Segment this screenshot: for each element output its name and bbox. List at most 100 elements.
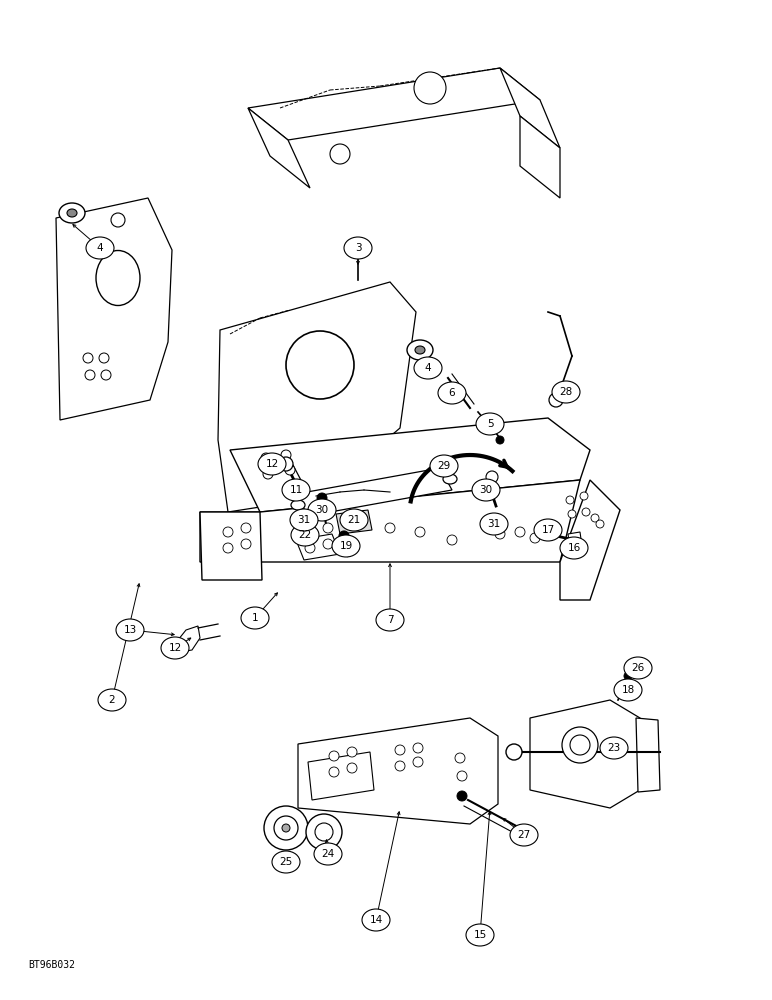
Ellipse shape bbox=[344, 237, 372, 259]
Polygon shape bbox=[336, 510, 372, 534]
Polygon shape bbox=[568, 532, 582, 548]
Circle shape bbox=[274, 816, 298, 840]
Circle shape bbox=[486, 471, 498, 483]
Circle shape bbox=[624, 672, 632, 680]
Polygon shape bbox=[218, 282, 416, 512]
Text: 14: 14 bbox=[369, 915, 383, 925]
Ellipse shape bbox=[96, 250, 140, 306]
Text: 31: 31 bbox=[487, 519, 500, 529]
Circle shape bbox=[323, 523, 333, 533]
Text: 28: 28 bbox=[560, 387, 573, 397]
Circle shape bbox=[305, 527, 315, 537]
Circle shape bbox=[447, 535, 457, 545]
Circle shape bbox=[395, 761, 405, 771]
Ellipse shape bbox=[414, 357, 442, 379]
Polygon shape bbox=[200, 512, 262, 580]
Circle shape bbox=[305, 543, 315, 553]
Ellipse shape bbox=[443, 474, 457, 484]
Text: 4: 4 bbox=[96, 243, 103, 253]
Ellipse shape bbox=[332, 535, 360, 557]
Polygon shape bbox=[230, 418, 590, 512]
Text: 2: 2 bbox=[109, 695, 115, 705]
Text: BT96B032: BT96B032 bbox=[28, 960, 75, 970]
Circle shape bbox=[515, 527, 525, 537]
Circle shape bbox=[241, 523, 251, 533]
Circle shape bbox=[281, 450, 291, 460]
Circle shape bbox=[591, 514, 599, 522]
Ellipse shape bbox=[290, 509, 318, 531]
Circle shape bbox=[99, 353, 109, 363]
Circle shape bbox=[111, 213, 125, 227]
Text: 30: 30 bbox=[479, 485, 493, 495]
Text: 24: 24 bbox=[321, 849, 334, 859]
Text: 16: 16 bbox=[567, 543, 581, 553]
Ellipse shape bbox=[282, 479, 310, 501]
Ellipse shape bbox=[415, 346, 425, 354]
Circle shape bbox=[85, 370, 95, 380]
Circle shape bbox=[285, 465, 295, 475]
Text: 7: 7 bbox=[387, 615, 393, 625]
Circle shape bbox=[261, 453, 271, 463]
Circle shape bbox=[223, 543, 233, 553]
Polygon shape bbox=[178, 626, 200, 652]
Text: 12: 12 bbox=[168, 643, 181, 653]
Polygon shape bbox=[560, 480, 620, 600]
Polygon shape bbox=[248, 68, 540, 140]
Ellipse shape bbox=[67, 209, 77, 217]
Circle shape bbox=[347, 747, 357, 757]
Circle shape bbox=[264, 806, 308, 850]
Text: 5: 5 bbox=[486, 419, 493, 429]
Circle shape bbox=[566, 496, 574, 504]
Text: 15: 15 bbox=[473, 930, 486, 940]
Circle shape bbox=[83, 353, 93, 363]
Text: 17: 17 bbox=[541, 525, 554, 535]
Text: 18: 18 bbox=[621, 685, 635, 695]
Ellipse shape bbox=[476, 413, 504, 435]
Polygon shape bbox=[248, 108, 310, 188]
Ellipse shape bbox=[86, 237, 114, 259]
Ellipse shape bbox=[438, 382, 466, 404]
Ellipse shape bbox=[98, 689, 126, 711]
Text: 6: 6 bbox=[449, 388, 455, 398]
Circle shape bbox=[415, 527, 425, 537]
Circle shape bbox=[101, 370, 111, 380]
Ellipse shape bbox=[308, 499, 336, 521]
Ellipse shape bbox=[314, 843, 342, 865]
Circle shape bbox=[315, 823, 333, 841]
Circle shape bbox=[329, 767, 339, 777]
Circle shape bbox=[339, 531, 349, 541]
Ellipse shape bbox=[510, 824, 538, 846]
Polygon shape bbox=[296, 534, 340, 560]
Ellipse shape bbox=[480, 513, 508, 535]
Circle shape bbox=[530, 533, 540, 543]
Ellipse shape bbox=[466, 924, 494, 946]
Circle shape bbox=[286, 331, 354, 399]
Text: 19: 19 bbox=[340, 541, 353, 551]
Polygon shape bbox=[296, 468, 452, 516]
Ellipse shape bbox=[430, 455, 458, 477]
Text: 21: 21 bbox=[347, 515, 361, 525]
Circle shape bbox=[496, 436, 504, 444]
Circle shape bbox=[580, 492, 588, 500]
Ellipse shape bbox=[291, 500, 305, 510]
Ellipse shape bbox=[407, 340, 433, 360]
Circle shape bbox=[395, 745, 405, 755]
Text: 3: 3 bbox=[354, 243, 361, 253]
Ellipse shape bbox=[560, 537, 588, 559]
Polygon shape bbox=[308, 752, 374, 800]
Circle shape bbox=[495, 529, 505, 539]
Circle shape bbox=[263, 469, 273, 479]
Circle shape bbox=[457, 771, 467, 781]
Ellipse shape bbox=[116, 619, 144, 641]
Ellipse shape bbox=[534, 519, 562, 541]
Circle shape bbox=[330, 144, 350, 164]
Circle shape bbox=[317, 493, 327, 503]
Circle shape bbox=[385, 523, 395, 533]
Polygon shape bbox=[200, 480, 580, 562]
Text: 23: 23 bbox=[608, 743, 621, 753]
Text: 12: 12 bbox=[266, 459, 279, 469]
Circle shape bbox=[241, 539, 251, 549]
Circle shape bbox=[568, 510, 576, 518]
Polygon shape bbox=[500, 68, 560, 148]
Ellipse shape bbox=[614, 679, 642, 701]
